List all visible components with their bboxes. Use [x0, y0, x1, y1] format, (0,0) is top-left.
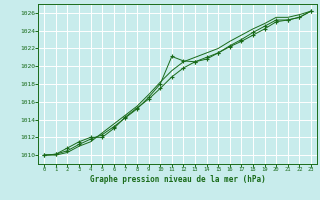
X-axis label: Graphe pression niveau de la mer (hPa): Graphe pression niveau de la mer (hPa)	[90, 175, 266, 184]
